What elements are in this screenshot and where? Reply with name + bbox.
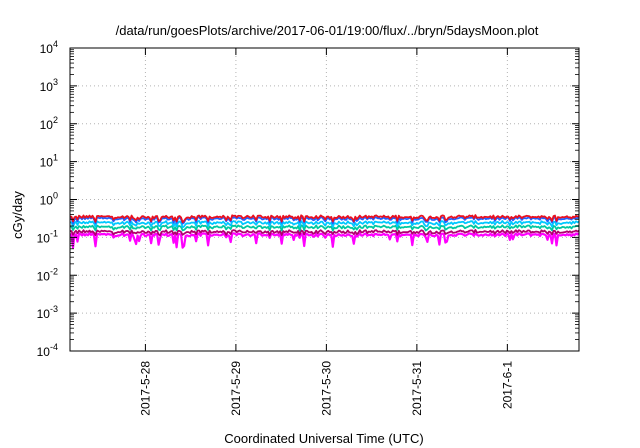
y-tick-base: 10 <box>40 80 54 94</box>
y-tick-base: 10 <box>37 231 51 245</box>
series-line <box>69 232 580 249</box>
y-tick-exponent: 1 <box>53 153 58 163</box>
x-tick-label: 2017-5-30 <box>319 361 333 416</box>
y-tick-exponent: -2 <box>50 266 58 276</box>
y-tick-base: 10 <box>40 118 54 132</box>
chart-title: /data/run/goesPlots/archive/2017-06-01/1… <box>116 23 539 38</box>
y-tick-label: 10-1 <box>37 228 58 245</box>
series-line <box>69 219 580 229</box>
x-axis: 2017-5-28 2017-5-29 2017-5-30 2017-5-31 2017… <box>138 48 514 416</box>
y-tick-base: 10 <box>40 42 54 56</box>
x-tick-label: 2017-5-28 <box>138 361 152 416</box>
grid <box>70 48 579 351</box>
y-tick-exponent: -4 <box>50 342 58 352</box>
series-layer <box>69 214 580 249</box>
y-tick-exponent: 0 <box>53 191 58 201</box>
x-tick-label: 2017-5-31 <box>410 361 424 416</box>
y-tick-base: 10 <box>37 307 51 321</box>
y-tick-label: 10-3 <box>37 304 58 321</box>
series-line <box>69 228 580 237</box>
y-tick-exponent: 4 <box>53 39 58 49</box>
y-tick-base: 10 <box>40 194 54 208</box>
y-tick-label: 10-4 <box>37 342 58 359</box>
y-tick-exponent: -1 <box>50 228 58 238</box>
x-axis-label: Coordinated Universal Time (UTC) <box>224 431 423 446</box>
y-tick-base: 10 <box>37 269 51 283</box>
y-tick-label: 100 <box>40 191 58 208</box>
y-tick-label: 104 <box>40 39 58 56</box>
series-line <box>69 224 580 232</box>
y-axis-label: cGy/day <box>10 191 25 239</box>
y-tick-exponent: 3 <box>53 77 58 87</box>
y-tick-exponent: 2 <box>53 115 58 125</box>
x-tick-label: 2017-6-1 <box>500 361 514 409</box>
y-tick-exponent: -3 <box>50 304 58 314</box>
y-tick-label: 10-2 <box>37 266 58 283</box>
y-tick-label: 103 <box>40 77 58 94</box>
series-line <box>69 214 580 224</box>
y-tick-base: 10 <box>37 345 51 359</box>
x-tick-label: 2017-5-29 <box>229 361 243 416</box>
y-tick-base: 10 <box>40 156 54 170</box>
y-tick-label: 101 <box>40 153 58 170</box>
y-tick-label: 102 <box>40 115 58 132</box>
